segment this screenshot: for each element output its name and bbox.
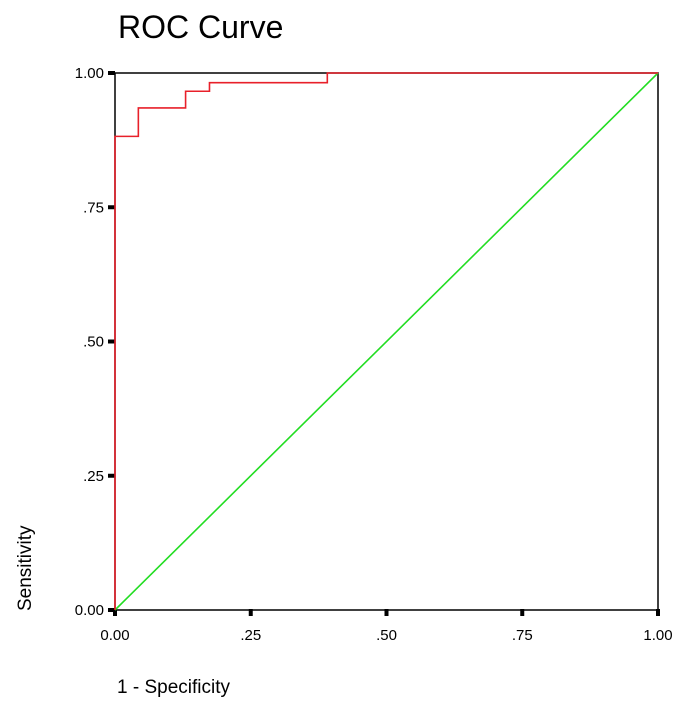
roc-curve-line <box>114 72 658 610</box>
y-tick-label: .50 <box>83 334 104 351</box>
x-tick-mark <box>656 609 660 616</box>
x-tick-label: 0.00 <box>100 627 129 644</box>
y-tick-label: 0.00 <box>75 602 104 619</box>
x-tick-label: .25 <box>240 627 261 644</box>
x-axis-ticks: 0.00 .25 .50 .75 1.00 <box>100 609 673 644</box>
y-tick-mark <box>108 608 115 612</box>
x-tick-mark <box>384 609 389 616</box>
x-tick-label: 1.00 <box>643 627 672 644</box>
x-tick-mark <box>520 609 525 616</box>
y-tick-mark <box>108 71 115 75</box>
y-tick-mark <box>108 473 115 478</box>
x-axis-label: 1 - Specificity <box>117 677 230 698</box>
reference-diagonal-line <box>114 72 659 611</box>
series-layer <box>114 72 659 611</box>
x-tick-mark <box>248 609 253 616</box>
y-tick-label: 1.00 <box>75 65 104 82</box>
y-axis-ticks: 0.00 .25 .50 .75 1.00 <box>75 65 115 619</box>
y-tick-label: .25 <box>83 468 104 485</box>
x-tick-mark <box>113 609 117 616</box>
x-tick-label: .75 <box>512 627 533 644</box>
y-tick-mark <box>108 339 115 344</box>
x-tick-label: .50 <box>376 627 397 644</box>
y-tick-mark <box>108 205 115 210</box>
y-tick-label: .75 <box>83 199 104 216</box>
chart-title: ROC Curve <box>118 9 283 45</box>
y-axis-label: Sensitivity <box>15 525 36 611</box>
